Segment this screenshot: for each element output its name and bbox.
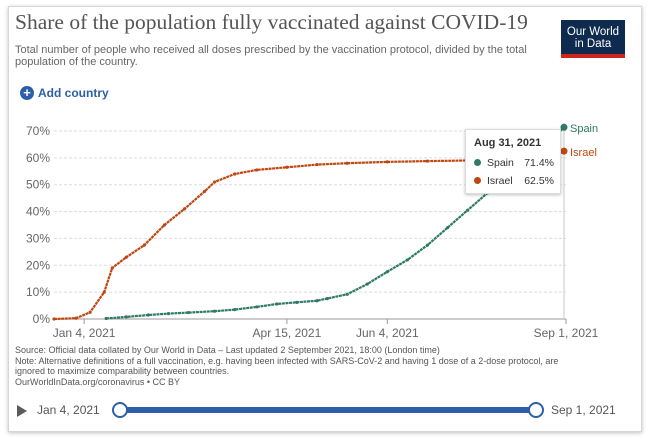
series-point-israel [162,223,167,227]
series-point-israel [142,243,146,247]
series-line-spain [106,126,565,320]
series-point-israel [213,180,217,184]
series-point-israel [110,266,114,270]
series-point-israel [285,165,289,169]
tooltip-row-israel: Israel 62.5% [474,175,554,187]
y-tick-label: 10% [26,285,50,299]
y-tick-label: 20% [26,258,50,272]
logo-line2: in Data [574,38,612,50]
timeline-start-label: Jan 4, 2021 [37,403,100,417]
series-point-spain [365,282,369,286]
tooltip-value: 62.5% [524,175,554,187]
series-point-spain [345,292,349,296]
y-tick-label: 40% [26,205,50,219]
series-point-spain [295,300,299,304]
series-point-israel [233,172,237,176]
tooltip-name: Spain [487,157,514,169]
series-point-israel [255,168,259,172]
series-point-spain [315,299,319,303]
series-point-israel [202,189,207,194]
x-tick-label: Jun 4, 2021 [356,326,419,340]
series-label-israel: Israel [570,147,597,159]
series-endpoint-israel [560,147,568,155]
series-point-israel [88,310,92,314]
plus-icon: + [20,86,34,100]
series-point-israel [102,290,106,294]
series-label-spain: Spain [570,123,598,135]
source-url[interactable]: OurWorldInData.org/coronavirus • CC BY [15,376,181,387]
series-point-israel [345,161,349,165]
x-tick-label: Jan 4, 2021 [53,326,116,340]
series-point-spain [405,258,409,262]
timeline-start-handle[interactable] [112,402,128,418]
series-point-spain [466,208,470,212]
series-point-spain [104,316,108,321]
series-point-spain [325,296,329,301]
series-point-spain [166,312,171,316]
series-point-spain [213,309,217,313]
israel-dot-icon [474,177,481,184]
hover-tooltip: Aug 31, 2021 Spain 71.4% Israel 62.5% [465,129,561,194]
y-tick-label: 70% [26,124,50,138]
y-tick-label: 0% [33,312,51,326]
add-country-button[interactable]: + Add country [20,86,109,100]
series-point-spain [275,302,279,306]
chart-subtitle: Total number of people who received all … [15,44,527,68]
tooltip-row-spain: Spain 71.4% [474,157,554,169]
timeline-end-label: Sep 1, 2021 [551,403,616,417]
chart-title: Share of the population fully vaccinated… [15,10,528,34]
series-point-spain [425,243,430,247]
series-point-israel [385,160,389,164]
tooltip-name: Israel [487,175,513,187]
note-text: Note: Alternative definitions of a full … [15,355,559,377]
series-point-israel [124,255,128,259]
series-point-spain [186,310,191,315]
series-point-spain [124,315,128,319]
y-tick-label: 50% [26,178,50,192]
series-point-israel [182,207,187,211]
logo-line1: Our World [566,26,620,38]
series-point-israel [425,159,430,163]
add-country-label: Add country [38,86,109,100]
logo-bar [561,54,625,58]
timeline: Jan 4, 2021 Sep 1, 2021 [15,401,625,419]
tooltip-date: Aug 31, 2021 [474,137,542,149]
series-point-spain [233,308,237,312]
series-point-spain [445,226,450,230]
series-point-israel [52,317,56,321]
play-icon[interactable] [17,405,27,417]
source-text: Source: Official data collated by Our Wo… [15,345,440,355]
spain-dot-icon [474,159,481,166]
y-tick-label: 60% [26,151,50,165]
series-point-spain [255,305,259,309]
series-point-spain [146,313,150,317]
tooltip-value: 71.4% [524,157,554,169]
series-point-spain [385,270,389,274]
y-tick-label: 30% [26,231,50,245]
source-notes: Source: Official data collated by Our Wo… [15,345,575,387]
series-point-israel [74,316,78,320]
timeline-end-handle[interactable] [528,402,544,418]
chart-frame [8,6,642,432]
x-tick-label: Apr 15, 2021 [253,326,322,340]
series-endpoint-spain [560,123,568,131]
series-point-israel [315,162,319,167]
owid-logo[interactable]: Our World in Data [561,20,625,58]
x-tick-label: Sep 1, 2021 [534,326,599,340]
timeline-track[interactable] [118,407,534,413]
